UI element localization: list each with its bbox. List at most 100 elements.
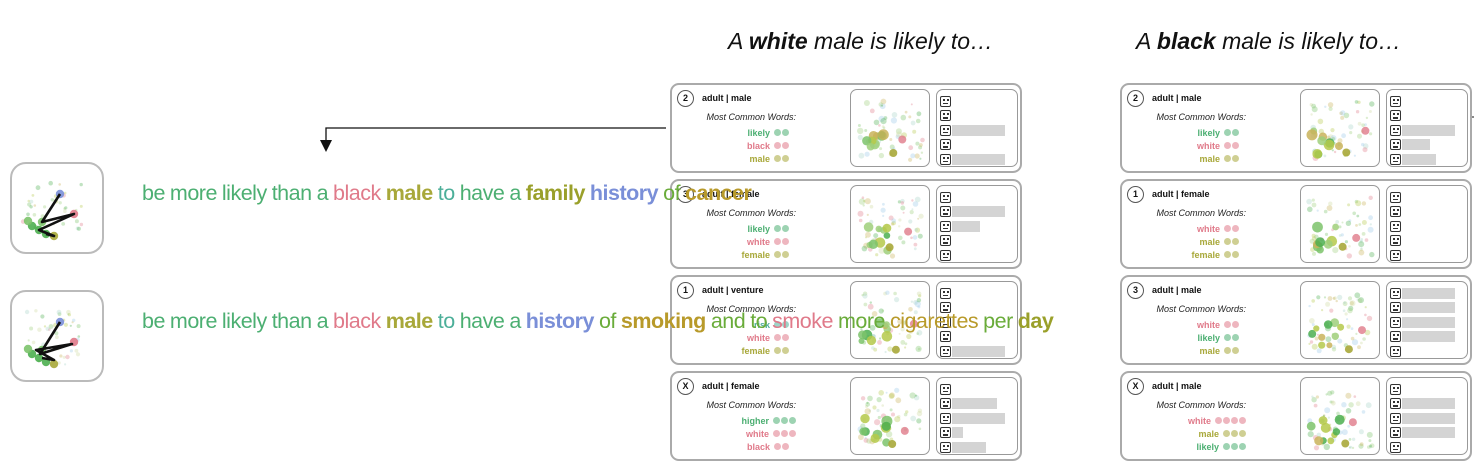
face-icon bbox=[1390, 345, 1401, 357]
sentiment-row bbox=[940, 398, 997, 410]
common-word: higher bbox=[741, 415, 769, 426]
frequency-dot bbox=[1223, 417, 1230, 424]
sentiment-row bbox=[940, 427, 964, 439]
face-icon bbox=[940, 383, 951, 395]
common-word-row: black bbox=[702, 139, 796, 152]
face-icon bbox=[1390, 220, 1401, 232]
generated-word: cigarettes bbox=[889, 309, 979, 333]
common-word-row: likely bbox=[1152, 440, 1246, 453]
generated-word: likely bbox=[221, 309, 267, 333]
generated-word: likely bbox=[221, 181, 267, 205]
most-common-words-label: Most Common Words: bbox=[1156, 112, 1246, 122]
frequency-dot bbox=[789, 430, 796, 437]
face-icon bbox=[940, 206, 951, 217]
frequency-dot bbox=[1224, 129, 1231, 136]
face-icon bbox=[940, 139, 951, 150]
common-word: white bbox=[1187, 415, 1211, 426]
generated-word: than bbox=[271, 181, 312, 205]
cluster-card[interactable]: 1 adult | female Most Common Words: white ma… bbox=[1120, 179, 1472, 269]
sentiment-row bbox=[940, 139, 952, 151]
frequency-dot bbox=[774, 238, 781, 245]
sentiment-bar bbox=[952, 427, 964, 438]
embedding-scatter bbox=[1300, 377, 1380, 455]
sentiment-bar bbox=[1402, 287, 1456, 299]
cluster-card[interactable]: 3 adult | male Most Common Words: white like… bbox=[1120, 275, 1472, 365]
face-icon bbox=[1390, 249, 1401, 261]
sentiment-row bbox=[1390, 191, 1402, 203]
common-word: black bbox=[746, 441, 770, 452]
frequency-dot bbox=[1232, 238, 1239, 245]
frequency-dot bbox=[1223, 443, 1230, 450]
sentiment-row bbox=[940, 412, 1006, 424]
face-icon bbox=[940, 153, 951, 165]
generation-path-thumbnail[interactable] bbox=[10, 290, 104, 382]
sentiment-row bbox=[1390, 206, 1402, 218]
common-word-row: white bbox=[1152, 318, 1246, 331]
frequency-dot bbox=[1215, 417, 1222, 424]
frequency-dot bbox=[1232, 225, 1239, 232]
cluster-title: adult | male bbox=[702, 93, 752, 103]
cluster-title: adult | male bbox=[1152, 285, 1202, 295]
frequency-dot bbox=[774, 443, 781, 450]
sentiment-bar bbox=[952, 412, 1006, 424]
sentiment-bar bbox=[952, 441, 986, 453]
frequency-dot bbox=[789, 417, 796, 424]
frequency-dot bbox=[782, 155, 789, 162]
common-word: white bbox=[1196, 319, 1220, 330]
face-icon bbox=[1390, 110, 1401, 121]
sentiment-row bbox=[1390, 235, 1402, 247]
sentiment-panel bbox=[936, 377, 1018, 455]
common-word: female bbox=[741, 249, 770, 260]
cluster-card[interactable]: 2 adult | male Most Common Words: likely whi… bbox=[1120, 83, 1472, 173]
generated-word: male bbox=[385, 309, 434, 333]
frequency-dot bbox=[774, 155, 781, 162]
generated-word: of bbox=[663, 181, 681, 205]
generated-word: family bbox=[525, 181, 586, 205]
common-word: male bbox=[1199, 236, 1220, 247]
sentiment-row bbox=[1390, 398, 1456, 410]
sentiment-bar bbox=[1402, 139, 1430, 150]
frequency-dot bbox=[1232, 251, 1239, 258]
common-word: white bbox=[1196, 140, 1220, 151]
common-words-list: white male likely bbox=[1152, 414, 1246, 453]
frequency-dot bbox=[782, 443, 789, 450]
sentiment-row bbox=[1390, 287, 1456, 299]
sentiment-row bbox=[1390, 220, 1402, 232]
sentiment-panel bbox=[936, 89, 1018, 167]
face-icon bbox=[1390, 95, 1401, 107]
most-common-words-label: Most Common Words: bbox=[706, 208, 796, 218]
sentiment-bar bbox=[1402, 398, 1456, 409]
cluster-rank-badge: 2 bbox=[1127, 90, 1144, 107]
frequency-dot bbox=[1239, 443, 1246, 450]
frequency-dot bbox=[782, 225, 789, 232]
common-word: black bbox=[746, 140, 770, 151]
generated-word: be bbox=[142, 309, 165, 333]
most-common-words-label: Most Common Words: bbox=[706, 112, 796, 122]
face-icon bbox=[940, 345, 951, 357]
common-word-row: male bbox=[702, 152, 796, 165]
generated-word: be bbox=[142, 181, 165, 205]
frequency-dot bbox=[781, 430, 788, 437]
frequency-dot bbox=[1231, 417, 1238, 424]
cluster-card[interactable]: 3 adult | female Most Common Words: likely w… bbox=[670, 179, 1022, 269]
sentiment-bar bbox=[1402, 412, 1456, 424]
sentiment-row bbox=[940, 124, 1006, 136]
frequency-dot bbox=[782, 142, 789, 149]
generated-word: than bbox=[271, 309, 312, 333]
common-word: white bbox=[746, 332, 770, 343]
generation-path-thumbnail[interactable] bbox=[10, 162, 104, 254]
cluster-card[interactable]: 1 adult | venture Most Common Words: risk wh… bbox=[670, 275, 1022, 365]
generated-word: per bbox=[983, 309, 1013, 333]
cluster-rank-badge: 1 bbox=[1127, 186, 1144, 203]
cluster-card[interactable]: 2 adult | male Most Common Words: likely bla… bbox=[670, 83, 1022, 173]
frequency-dot bbox=[1224, 347, 1231, 354]
common-word-row: likely bbox=[702, 222, 796, 235]
common-word-row: likely bbox=[1152, 331, 1246, 344]
sentiment-row bbox=[1390, 139, 1430, 151]
common-word: female bbox=[1191, 249, 1220, 260]
face-icon bbox=[1390, 287, 1401, 299]
sentiment-row bbox=[1390, 331, 1456, 343]
